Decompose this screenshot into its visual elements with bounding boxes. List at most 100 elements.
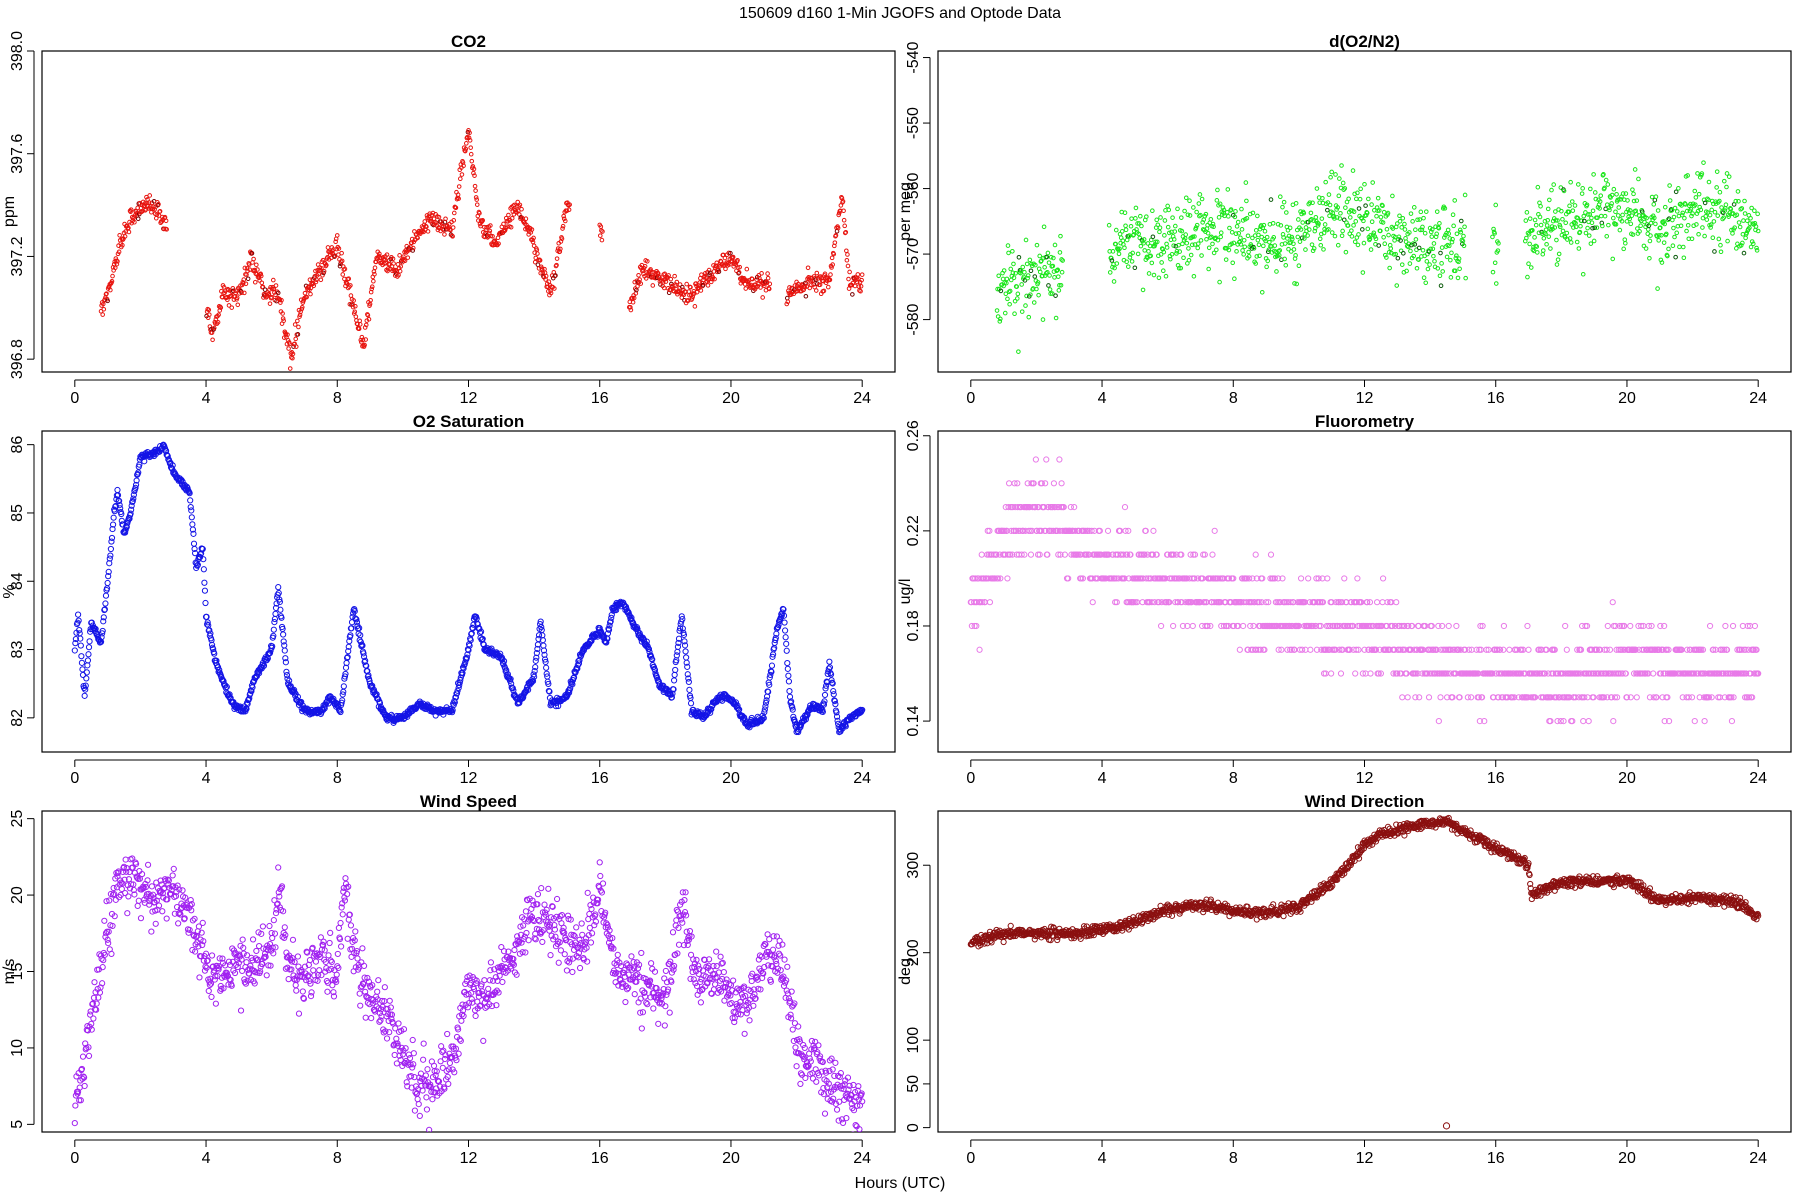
data-point [1476,717,1483,725]
data-point [788,698,795,705]
data-point [1599,220,1605,226]
data-point [1532,235,1537,240]
data-point [1659,260,1665,265]
data-point [1027,551,1035,558]
data-point [1524,622,1531,630]
data-point [599,237,605,243]
data-point [1071,503,1078,511]
data-point [1705,210,1711,215]
data-point [425,229,431,234]
data-point [1454,231,1460,237]
data-point [1546,234,1552,239]
data-point [859,272,865,277]
data-point [1312,225,1318,231]
data-point [1455,275,1461,281]
data-point [680,631,688,638]
data-point [1630,187,1635,192]
data-point [466,135,472,141]
data-point [1001,268,1007,273]
data-point [1217,279,1222,285]
data-point [473,195,479,200]
data-point [1323,179,1328,185]
data-point [290,355,295,361]
data-point [196,554,204,561]
data-point [997,319,1003,324]
data-point [126,229,132,235]
data-point [1277,248,1283,253]
data-point [122,234,128,239]
data-point [1328,599,1335,606]
data-point [626,612,633,619]
data-point [307,277,313,283]
data-point [628,307,634,313]
data-point [1134,227,1139,232]
data-point [164,453,171,460]
data-point [1524,210,1530,215]
data-point [1517,670,1524,677]
data-point [458,176,463,182]
data-point [780,612,788,619]
data-point [650,283,656,288]
data-point [1239,206,1244,212]
data-point [462,148,468,154]
data-point [1749,239,1755,244]
data-point [1489,670,1496,677]
data-point [295,332,301,337]
data-point [1416,245,1422,251]
data-point [1210,221,1216,227]
data-point [1056,456,1063,463]
data-point [1592,225,1597,231]
data-point [723,266,728,272]
data-point [348,283,353,288]
data-point [1004,276,1010,282]
data-point [1702,233,1707,239]
data-point [1109,258,1115,263]
data-point [1136,231,1141,237]
data-point [1665,253,1670,259]
data-point [558,246,563,252]
data-point [1023,303,1028,308]
data-point [242,290,247,296]
data-point [1106,222,1112,228]
data-point [1359,670,1366,677]
data-point [258,271,264,277]
data-point [1336,646,1343,653]
data-point [1241,238,1247,243]
data-point [1388,246,1394,251]
data-point [1079,575,1087,582]
data-point [1566,209,1572,215]
data-point [1239,227,1245,232]
data-point [1748,215,1753,221]
data-point [534,645,541,653]
data-point [979,599,986,606]
data-point [1178,599,1185,606]
data-point [270,626,277,633]
data-point [207,312,212,317]
data-point [1749,205,1754,211]
data-point [516,699,523,707]
data-point [1185,212,1191,218]
data-point [1039,258,1044,264]
data-point [107,552,114,559]
data-point [1710,235,1716,241]
data-point [372,265,378,270]
data-point [345,648,352,655]
data-point [344,281,350,286]
data-point [1534,250,1540,255]
data-point [1572,219,1577,225]
data-point [1358,186,1363,192]
data-point [275,584,282,591]
data-point [1201,551,1208,558]
data-point [1014,284,1020,289]
data-point [1021,551,1028,558]
data-point [352,309,358,315]
data-point [371,278,376,284]
data-point [1300,220,1306,225]
data-point [760,714,767,722]
data-point [1628,221,1634,227]
data-point [1735,189,1741,194]
data-point [1336,193,1342,199]
data-point [116,502,123,509]
data-point [1591,238,1597,244]
